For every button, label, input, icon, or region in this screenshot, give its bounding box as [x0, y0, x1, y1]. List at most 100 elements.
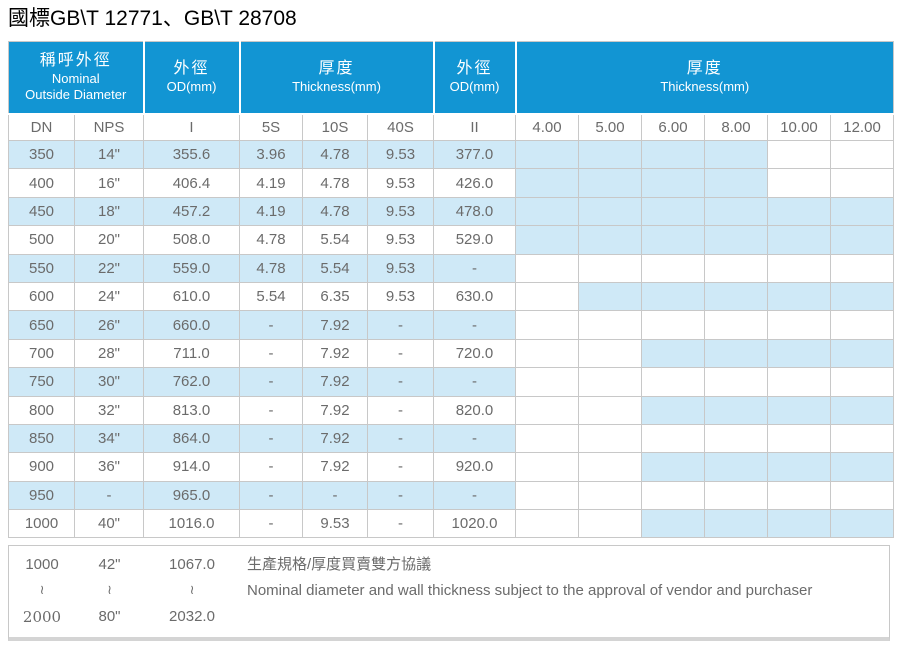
- availability-cell: [829, 509, 895, 539]
- header-zh-label: 稱呼外徑: [39, 52, 112, 70]
- availability-cell: [641, 367, 705, 397]
- column-header-8mm: 8.00: [704, 113, 768, 141]
- cell-od1: 864.0: [143, 423, 240, 454]
- availability-cell: [829, 338, 895, 369]
- table-row: 500 20" 508.0 4.78 5.54 9.53 529.0: [8, 225, 895, 255]
- availability-cell: [641, 168, 705, 198]
- availability-cell: [767, 225, 831, 255]
- cell-nps: 16": [74, 168, 144, 198]
- cell-od2: -: [433, 367, 516, 397]
- availability-cell: [641, 509, 705, 539]
- cell-10s: 6.35: [302, 281, 368, 312]
- header-thickness-1: 厚度 Thickness(mm): [238, 41, 435, 115]
- range-tilde: ≀: [107, 583, 112, 599]
- cell-nps: 24": [74, 281, 144, 312]
- availability-cell: [704, 253, 768, 283]
- page-title: 國標GB\T 12771、GB\T 28708: [8, 7, 297, 30]
- cell-od1: 610.0: [143, 281, 240, 312]
- cell-od1: 559.0: [143, 253, 240, 283]
- availability-cell: [578, 225, 642, 255]
- table-row: 950-965.0- - - -: [8, 480, 895, 511]
- column-header-nps: NPS: [74, 113, 144, 141]
- column-header-4mm: 4.00: [515, 113, 579, 141]
- column-header-series-1: I: [143, 113, 240, 141]
- cell-dn: 450: [8, 196, 75, 227]
- table-row: 700 28" 711.0-7.92-720.0: [8, 338, 895, 369]
- cell-od2: 377.0: [433, 139, 516, 170]
- column-header-6mm: 6.00: [641, 113, 705, 141]
- cell-5s: -: [239, 310, 303, 340]
- availability-cell: [767, 423, 831, 454]
- availability-cell: [767, 452, 831, 482]
- range-from: 1000: [25, 556, 59, 574]
- availability-cell: [704, 281, 768, 312]
- header-zh-label: 外徑: [456, 60, 493, 78]
- availability-cell: [767, 281, 831, 312]
- range-to: 80": [98, 608, 121, 626]
- cell-40s: 9.53: [367, 253, 434, 283]
- availability-cell: [641, 310, 705, 340]
- cell-nps: 28": [74, 338, 144, 369]
- availability-cell: [641, 139, 705, 170]
- table-row: 800 32" 813.0-7.92-820.0: [8, 395, 895, 425]
- cell-dn: 400: [8, 168, 75, 198]
- cell-od2: 478.0: [433, 196, 516, 227]
- availability-cell: [515, 423, 579, 454]
- availability-cell: [829, 480, 895, 511]
- availability-cell: [578, 423, 642, 454]
- pipe-spec-table: 稱呼外徑 Nominal Outside Diameter 外徑 OD(mm) 厚度…: [8, 41, 895, 539]
- availability-cell: [578, 395, 642, 425]
- cell-40s: 9.53: [367, 281, 434, 312]
- cell-5s: -: [239, 509, 303, 539]
- column-header-10s: 10S: [302, 113, 368, 141]
- cell-od2: 720.0: [433, 338, 516, 369]
- cell-dn: 600: [8, 281, 75, 312]
- cell-40s: -: [367, 452, 434, 482]
- footnote-note: 生產規格/厚度買賣雙方協議 Nominal diameter and wall …: [240, 552, 889, 604]
- availability-cell: [704, 509, 768, 539]
- range-from: 42": [98, 556, 121, 574]
- availability-cell: [515, 253, 579, 283]
- availability-cell: [641, 281, 705, 312]
- availability-cell: [578, 338, 642, 369]
- header-group-row: 稱呼外徑 Nominal Outside Diameter 外徑 OD(mm) 厚度…: [8, 41, 894, 115]
- availability-cell: [641, 196, 705, 227]
- availability-cell: [767, 367, 831, 397]
- cell-od2: 426.0: [433, 168, 516, 198]
- cell-10s: 4.78: [302, 139, 368, 170]
- cell-10s: 7.92: [302, 338, 368, 369]
- availability-cell: [515, 480, 579, 511]
- table-row: 1000 40" 1016.0-9.53-1020.0: [8, 509, 895, 539]
- cell-5s: 4.78: [239, 225, 303, 255]
- availability-cell: [704, 168, 768, 198]
- column-header-10mm: 10.00: [767, 113, 831, 141]
- cell-dn: 800: [8, 395, 75, 425]
- cell-dn: 900: [8, 452, 75, 482]
- cell-od2: 529.0: [433, 225, 516, 255]
- cell-od2: -: [433, 310, 516, 340]
- cell-nps: 34": [74, 423, 144, 454]
- cell-10s: 7.92: [302, 367, 368, 397]
- cell-40s: -: [367, 423, 434, 454]
- availability-cell: [704, 139, 768, 170]
- availability-cell: [767, 395, 831, 425]
- table-row: 600 24" 610.0 5.54 6.35 9.53 630.0: [8, 281, 895, 312]
- availability-cell: [767, 139, 831, 170]
- availability-cell: [829, 452, 895, 482]
- column-header-5s: 5S: [239, 113, 303, 141]
- cell-nps: 40": [74, 509, 144, 539]
- cell-40s: -: [367, 480, 434, 511]
- availability-cell: [641, 480, 705, 511]
- cell-nps: 18": [74, 196, 144, 227]
- footnote-nps-range: 42" ≀ 80": [75, 552, 144, 630]
- availability-cell: [578, 452, 642, 482]
- cell-dn: 700: [8, 338, 75, 369]
- cell-dn: 950: [8, 480, 75, 511]
- cell-40s: 9.53: [367, 196, 434, 227]
- column-header-5mm: 5.00: [578, 113, 642, 141]
- availability-cell: [767, 253, 831, 283]
- header-thickness-2: 厚度 Thickness(mm): [514, 41, 894, 115]
- cell-5s: -: [239, 423, 303, 454]
- availability-cell: [767, 196, 831, 227]
- header-zh-label: 厚度: [686, 60, 723, 78]
